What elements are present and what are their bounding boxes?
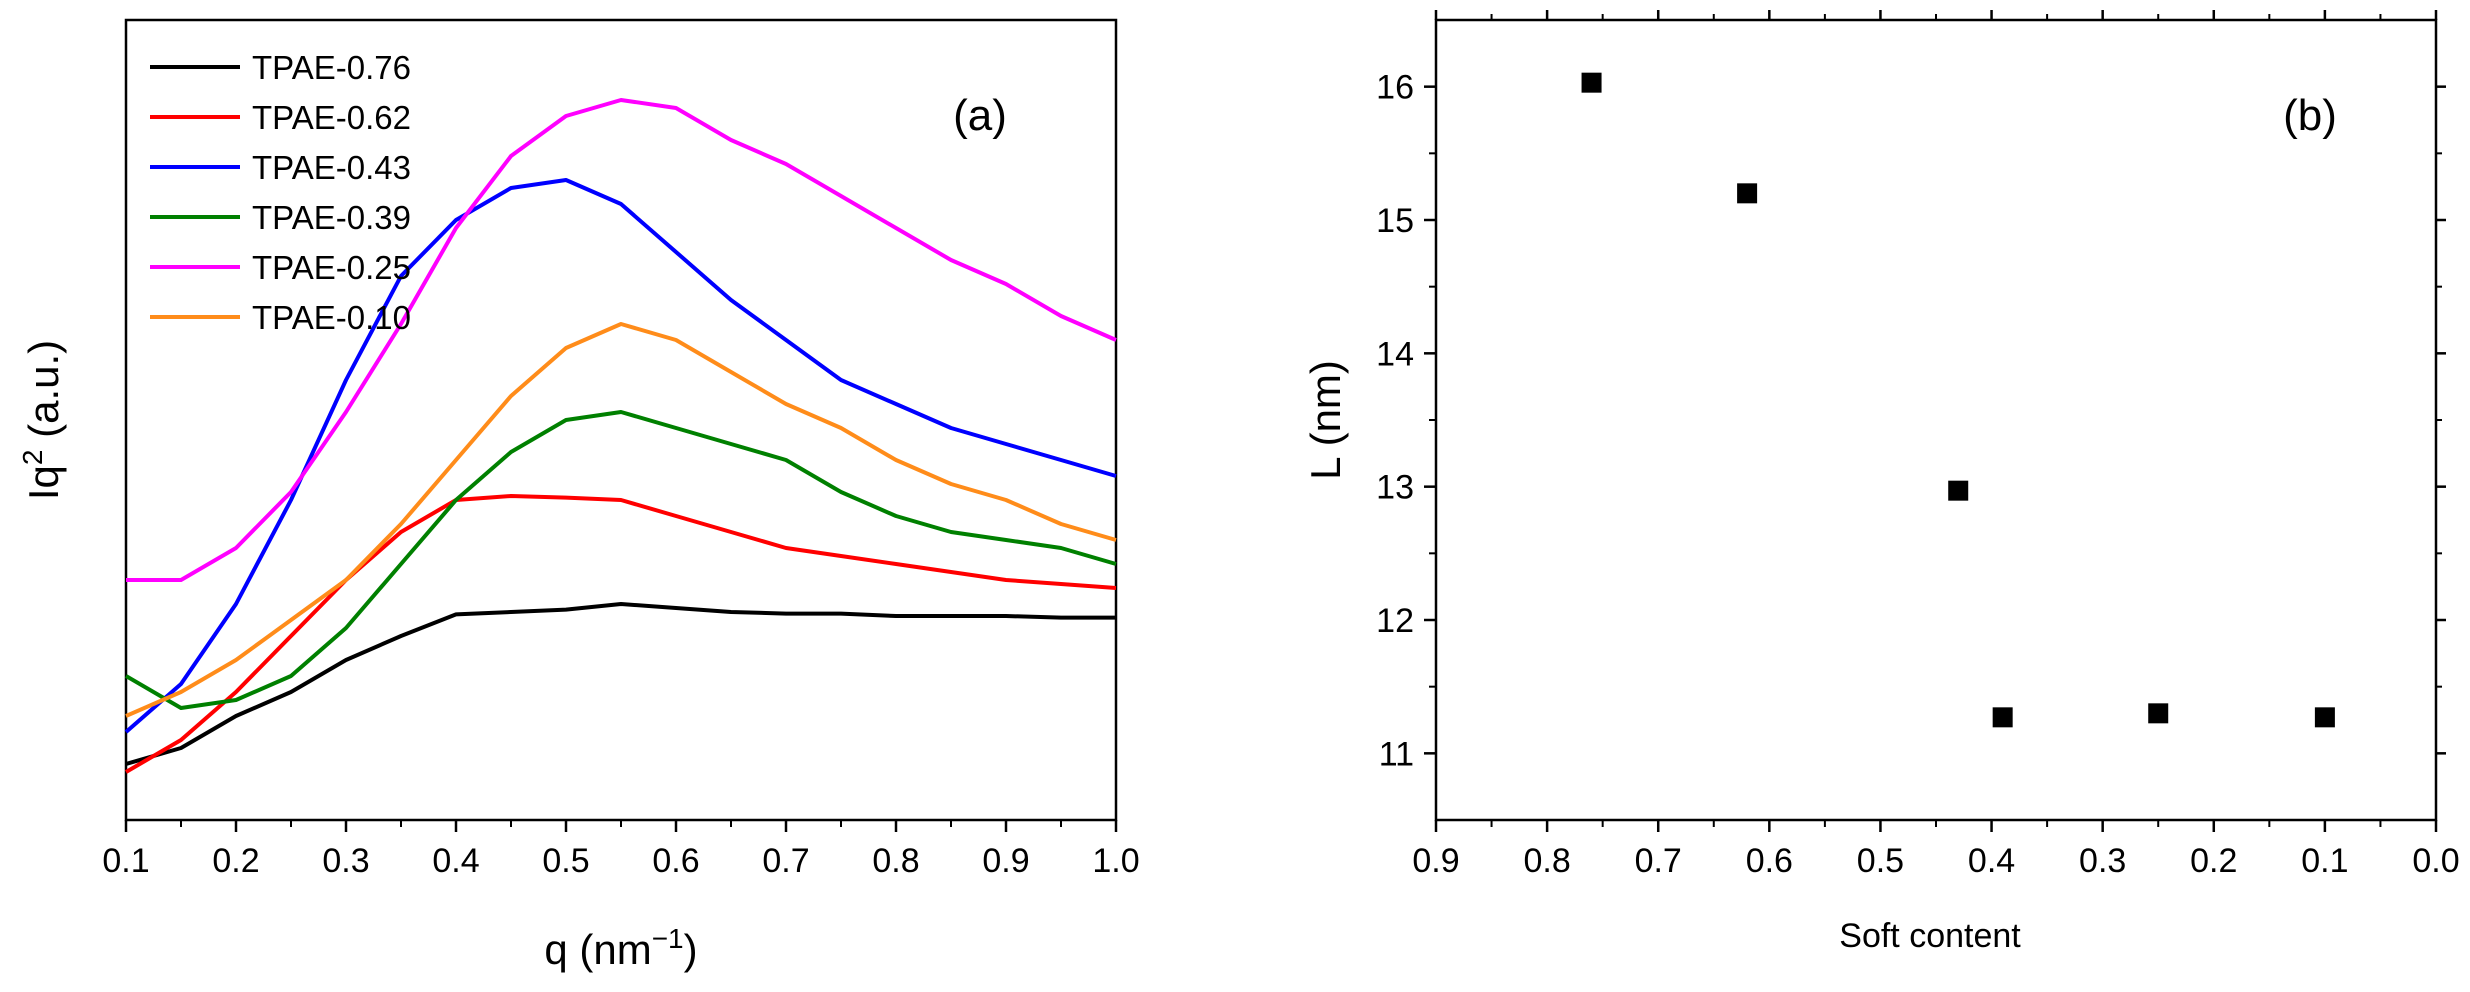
panel-b-x-tick-label: 0.5 [1857,842,1904,880]
panel-b-x-tick-label: 0.1 [2301,842,2348,880]
panel-b-chart: 0.9 0.8 0.7 0.6 0.5 0.4 0.3 0.2 0.1 0.0 111213141… [1302,10,2460,955]
legend-label: TPAE-0.10 [252,299,411,336]
panel-a-label: (a) [953,91,1007,140]
panel-b-x-tick-label: 0.4 [1968,842,2015,880]
panel-b-label: (b) [2283,91,2337,140]
panel-a-x-ticks: 0.1 0.2 0.3 0.4 0.5 0.6 0.7 0.8 0.9 1.0 [102,820,1140,880]
panel-b-x-tick-label: 0.0 [2412,842,2459,880]
series-line-TPAE-0.76 [125,602,1116,766]
panel-a-x-tick-label: 0.1 [102,842,149,880]
panel-b-y-tick-label: 15 [1376,202,1414,240]
panel-b-y-tick-label: 12 [1376,602,1414,640]
panel-a-x-tick-label: 0.7 [762,842,809,880]
panel-b-x-tick-label: 0.9 [1412,842,1459,880]
panel-a-chart: 0.1 0.2 0.3 0.4 0.5 0.6 0.7 0.8 0.9 1.0 TPAE-0.76… [17,18,1140,973]
panel-b-y-ticks: 11 12 13 14 15 16 [1376,69,2446,773]
legend-label: TPAE-0.39 [252,199,411,236]
scatter-point [2148,703,2169,724]
series-line-TPAE-0.62 [124,494,1117,774]
panel-b-x-axis-title: Soft content [1839,917,2021,955]
panel-b-points [1581,72,2335,728]
panel-a-x-tick-label: 0.6 [652,842,699,880]
panel-b-x-tick-label: 0.8 [1523,842,1570,880]
panel-a-x-tick-label: 0.9 [982,842,1029,880]
panel-a-x-tick-label: 0.3 [322,842,369,880]
panel-a-x-tick-label: 0.5 [542,842,589,880]
scatter-point [1737,183,1758,204]
panel-a-y-axis-title: Iq2 (a.u.) [17,340,67,500]
legend-label: TPAE-0.62 [252,99,411,136]
legend-label: TPAE-0.25 [252,249,411,286]
series-line-TPAE-0.43 [124,178,1117,734]
panel-b-x-tick-label: 0.7 [1635,842,1682,880]
panel-b-x-tick-label: 0.2 [2190,842,2237,880]
panel-a-x-tick-label: 0.4 [432,842,479,880]
panel-b-y-tick-label: 11 [1379,735,1414,773]
panel-a-legend: TPAE-0.76 TPAE-0.62 TPAE-0.43 TPAE-0.39 TPAE… [150,49,411,336]
panel-a-x-tick-label: 1.0 [1092,842,1139,880]
series-line-TPAE-0.39 [124,410,1117,710]
panel-b-y-tick-label: 13 [1376,469,1414,507]
scatter-point [1581,72,1602,93]
panel-b-y-tick-label: 14 [1376,335,1414,373]
series-line-TPAE-0.25 [126,98,1117,582]
panel-b-x-tick-label: 0.3 [2079,842,2126,880]
panel-b-plot-frame [1434,18,2438,822]
panel-a-x-tick-label: 0.2 [212,842,259,880]
panel-b-y-tick-label: 16 [1376,69,1414,107]
panel-a-x-axis-title: q (nm−1) [544,923,697,973]
panel-a-x-tick-label: 0.8 [872,842,919,880]
series-line-TPAE-0.10 [125,322,1117,718]
panel-a-series [124,98,1117,774]
scatter-point [1948,480,1969,501]
panel-b-x-ticks: 0.9 0.8 0.7 0.6 0.5 0.4 0.3 0.2 0.1 0.0 [1412,10,2460,880]
legend-label: TPAE-0.43 [252,149,411,186]
panel-b-y-axis-title: L (nm) [1302,360,1349,480]
legend-label: TPAE-0.76 [252,49,411,86]
scatter-point [2314,707,2335,728]
panel-b-x-tick-label: 0.6 [1746,842,1793,880]
scatter-point [1992,707,2013,728]
